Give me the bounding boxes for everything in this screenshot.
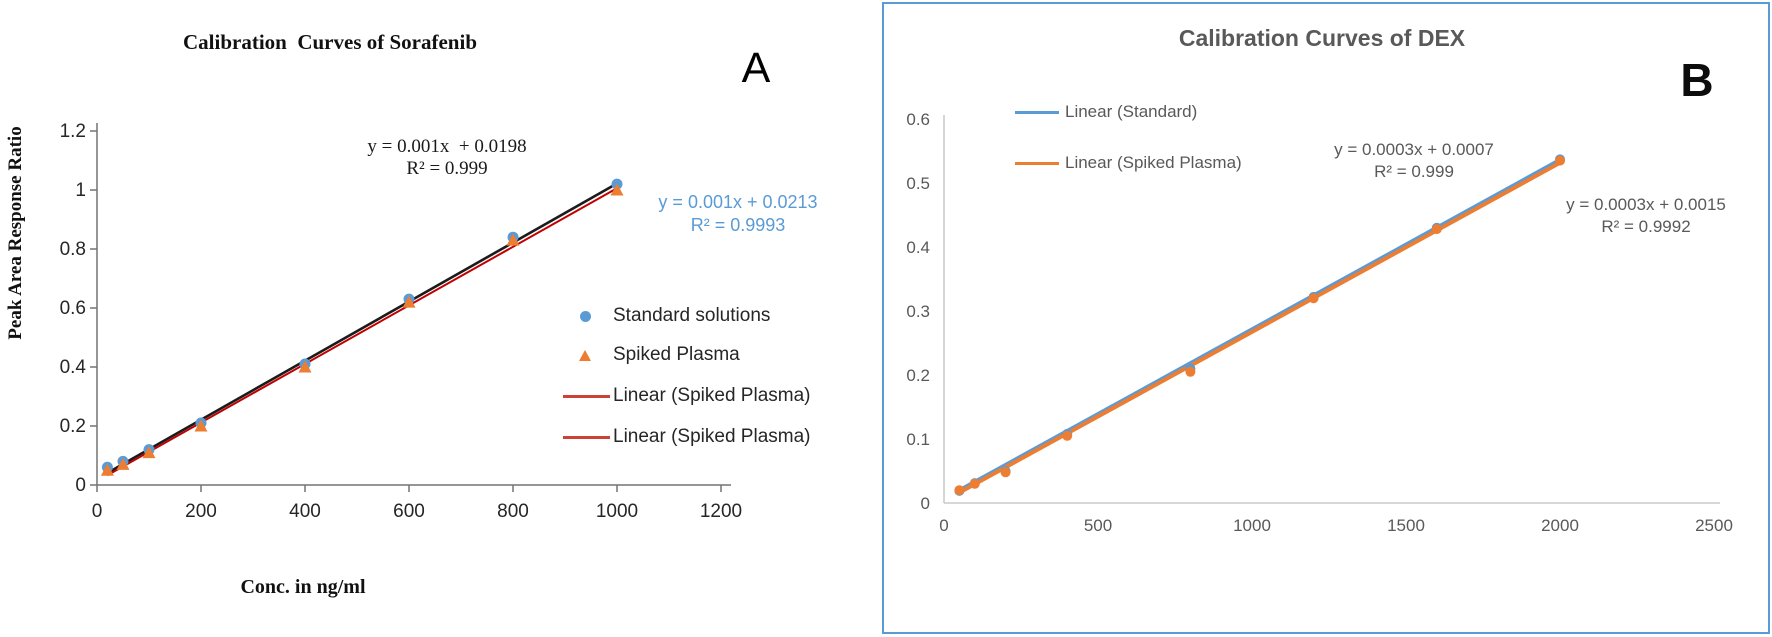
data-point-triangle xyxy=(194,419,208,432)
y-tick-label: 0.3 xyxy=(906,302,930,321)
legend-label: Spiked Plasma xyxy=(613,344,740,365)
x-tick-label: 1000 xyxy=(1233,516,1271,535)
equation-line: y = 0.0003x + 0.0007 xyxy=(1334,140,1494,159)
data-point-circle xyxy=(1000,467,1011,478)
circle-glyph xyxy=(580,310,591,322)
data-point-circle xyxy=(1308,293,1319,304)
line-glyph xyxy=(1015,110,1059,114)
legend-item: Linear (Spiked Plasma) xyxy=(1015,152,1242,174)
y-tick-label: 0.4 xyxy=(906,238,930,257)
trendline xyxy=(956,157,1563,493)
legend-label: Linear (Spiked Plasma) xyxy=(613,426,811,447)
legend-label: Standard solutions xyxy=(613,305,771,326)
line-glyph xyxy=(1015,161,1059,165)
data-point-circle xyxy=(1555,155,1565,166)
legend-item: Spiked Plasma xyxy=(563,344,740,366)
x-tick-label: 1200 xyxy=(700,501,742,522)
chart-a-y-axis-title: Peak Area Response Ratio xyxy=(5,126,26,340)
legend-item: Linear (Spiked Plasma) xyxy=(563,385,810,407)
y-tick-label: 1.2 xyxy=(60,121,86,142)
y-tick-label: 0.6 xyxy=(60,298,86,319)
y-tick-label: 0.8 xyxy=(60,239,86,260)
data-point-circle xyxy=(954,485,965,496)
x-tick-label: 0 xyxy=(939,516,948,535)
y-tick-label: 0.5 xyxy=(906,174,930,193)
data-point-triangle xyxy=(298,360,312,373)
chart-a-plot: 0 200 400 600 800 1000 1200 0 0.2 0.4 0.6 0.8 1 1.2 xyxy=(60,121,743,522)
x-tick-label: 1500 xyxy=(1387,516,1425,535)
panel-b-letter: B xyxy=(1680,54,1714,106)
x-tick-label: 400 xyxy=(289,501,321,522)
y-tick-label: 0.2 xyxy=(60,416,86,437)
legend-circle-marker-icon xyxy=(563,310,613,322)
chart-b-title: Calibration Curves of DEX xyxy=(1178,25,1466,51)
x-tick-label: 200 xyxy=(185,501,217,522)
y-tick-label: 0 xyxy=(75,475,86,496)
chart-a-title: Calibration Curves of Sorafenib xyxy=(183,30,477,54)
equation-line: y = 0.0003x + 0.0015 xyxy=(1566,195,1726,214)
x-tick-label: 600 xyxy=(393,501,425,522)
chart-b-equation-spiked: y = 0.0003x + 0.0015 R² = 0.9992 xyxy=(1566,194,1726,238)
legend-item: Linear (Standard) xyxy=(1015,101,1197,123)
legend-line-marker-icon xyxy=(563,394,613,398)
legend-label: Linear (Standard) xyxy=(1065,102,1198,121)
data-point-triangle xyxy=(116,457,130,470)
y-tick-label: 1 xyxy=(75,180,86,201)
r-squared-line: R² = 0.9993 xyxy=(690,215,786,235)
legend-line-marker-icon xyxy=(1015,110,1062,114)
panel-a-letter: A xyxy=(741,44,771,92)
chart-b-equation-standard: y = 0.0003x + 0.0007 R² = 0.999 xyxy=(1334,139,1494,183)
r-squared-line: R² = 0.999 xyxy=(406,158,488,179)
chart-a-x-axis-title: Conc. in ng/ml xyxy=(240,576,366,598)
x-tick-label: 0 xyxy=(92,501,103,522)
legend-item: Standard solutions xyxy=(563,305,770,327)
x-tick-label: 2000 xyxy=(1541,516,1579,535)
legend-label: Linear (Spiked Plasma) xyxy=(1065,153,1242,172)
x-tick-label: 800 xyxy=(497,501,529,522)
r-squared-line: R² = 0.9992 xyxy=(1601,217,1691,236)
data-point-circle xyxy=(1185,366,1196,377)
line-glyph xyxy=(563,435,610,439)
y-tick-label: 0.1 xyxy=(906,430,930,449)
triangle-glyph xyxy=(579,349,591,361)
x-tick-label: 2500 xyxy=(1695,516,1733,535)
chart-a-equation-standard: y = 0.001x + 0.0198 R² = 0.999 xyxy=(367,136,526,180)
data-point-triangle xyxy=(142,446,156,459)
trendline xyxy=(956,160,1563,496)
x-tick-label: 500 xyxy=(1084,516,1112,535)
data-point-triangle xyxy=(402,295,416,308)
trendline xyxy=(106,185,621,477)
data-point-circle xyxy=(969,478,980,489)
data-point-triangle xyxy=(100,463,114,476)
legend-line-marker-icon xyxy=(563,435,613,439)
y-tick-label: 0 xyxy=(921,494,930,513)
equation-line: y = 0.001x + 0.0198 xyxy=(367,136,527,157)
y-tick-label: 0.4 xyxy=(60,357,87,378)
trendline xyxy=(106,180,621,475)
legend-item: Linear (Spiked Plasma) xyxy=(563,426,810,448)
line-glyph xyxy=(563,394,610,398)
chart-a-equation-spiked: y = 0.001x + 0.0213 R² = 0.9993 xyxy=(658,191,817,237)
y-tick-label: 0.2 xyxy=(906,366,930,385)
equation-line: y = 0.001x + 0.0213 xyxy=(658,192,818,212)
legend-triangle-marker-icon xyxy=(563,349,613,361)
data-point-triangle xyxy=(506,233,520,246)
y-tick-label: 0.6 xyxy=(906,110,930,129)
legend-label: Linear (Spiked Plasma) xyxy=(613,385,811,406)
panel-b-frame: 0 500 1000 1500 2000 2500 0 0.1 0.2 0.3 0.4 0.5 0.6 … xyxy=(882,2,1770,634)
legend-line-marker-icon xyxy=(1015,161,1062,165)
data-point-circle xyxy=(1062,430,1073,441)
r-squared-line: R² = 0.999 xyxy=(1374,162,1454,181)
chart-b-plot: 0 500 1000 1500 2000 2500 0 0.1 0.2 0.3 0.4 0.5 0.6 xyxy=(906,110,1733,535)
data-point-circle xyxy=(1431,224,1442,235)
x-tick-label: 1000 xyxy=(596,501,638,522)
data-point-triangle xyxy=(610,183,624,196)
